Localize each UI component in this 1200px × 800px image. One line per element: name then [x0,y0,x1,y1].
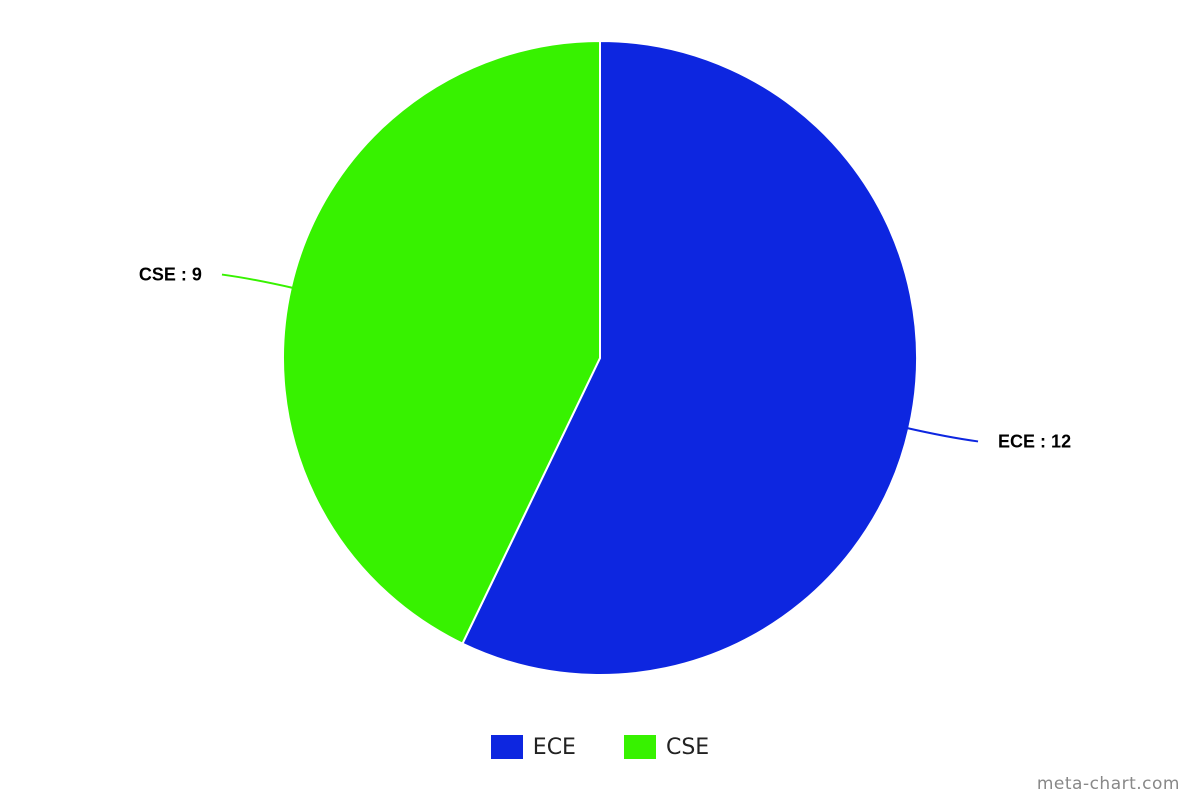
slice-label-cse: CSE : 9 [139,265,202,285]
legend-label-ece: ECE [533,735,576,760]
legend-label-cse: CSE [666,735,709,760]
legend-item-cse[interactable]: CSE [624,735,709,760]
watermark-text: meta-chart.com [1037,774,1180,794]
slice-label-ece: ECE : 12 [998,431,1071,451]
leader-line-ece [905,428,978,442]
leader-line-cse [222,275,295,289]
legend-swatch-cse [624,735,656,759]
legend-swatch-ece [491,735,523,759]
legend-item-ece[interactable]: ECE [491,735,576,760]
legend: ECE CSE [0,732,1200,762]
